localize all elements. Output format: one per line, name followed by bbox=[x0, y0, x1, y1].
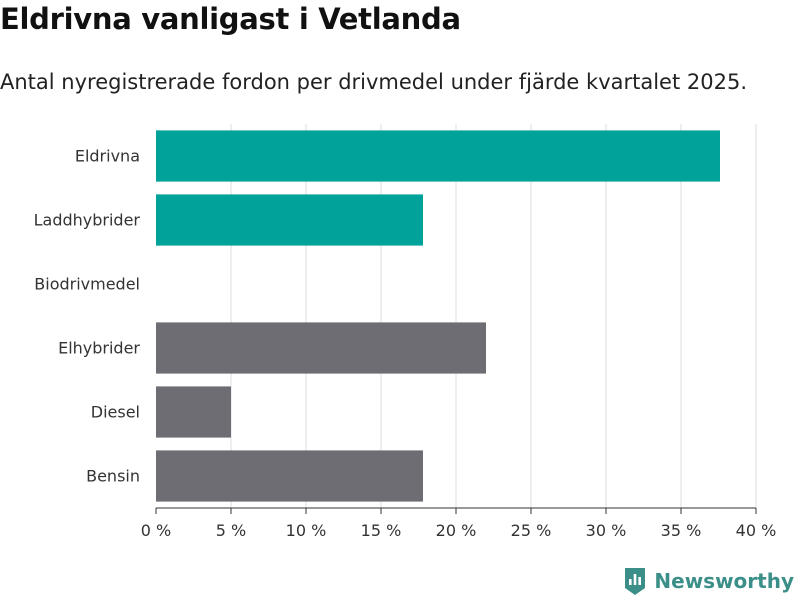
x-tick-label: 30 % bbox=[586, 521, 627, 540]
x-tick-label: 35 % bbox=[661, 521, 702, 540]
chart-title: Eldrivna vanligast i Vetlanda bbox=[0, 2, 461, 36]
x-tick-label: 15 % bbox=[361, 521, 402, 540]
chart-subtitle: Antal nyregistrerade fordon per drivmede… bbox=[0, 70, 748, 94]
bar-laddhybrider bbox=[156, 194, 423, 246]
category-label: Eldrivna bbox=[75, 147, 140, 166]
category-label: Laddhybrider bbox=[34, 211, 141, 230]
bar-eldrivna bbox=[156, 130, 720, 182]
bar-bensin bbox=[156, 450, 423, 502]
x-tick-label: 5 % bbox=[216, 521, 246, 540]
x-tick-label: 20 % bbox=[436, 521, 477, 540]
category-label: Biodrivmedel bbox=[34, 275, 140, 294]
category-label: Elhybrider bbox=[58, 339, 140, 358]
newsworthy-logo-icon bbox=[625, 568, 646, 595]
brand-logo: Newsworthy bbox=[623, 566, 794, 596]
x-tick-label: 0 % bbox=[141, 521, 171, 540]
bar-elhybrider bbox=[156, 322, 486, 374]
category-label: Diesel bbox=[91, 403, 140, 422]
x-tick-label: 25 % bbox=[511, 521, 552, 540]
x-tick-label: 10 % bbox=[286, 521, 327, 540]
brand-name: Newsworthy bbox=[654, 569, 794, 593]
x-tick-label: 40 % bbox=[736, 521, 777, 540]
category-label: Bensin bbox=[86, 467, 140, 486]
bar-diesel bbox=[156, 386, 231, 438]
